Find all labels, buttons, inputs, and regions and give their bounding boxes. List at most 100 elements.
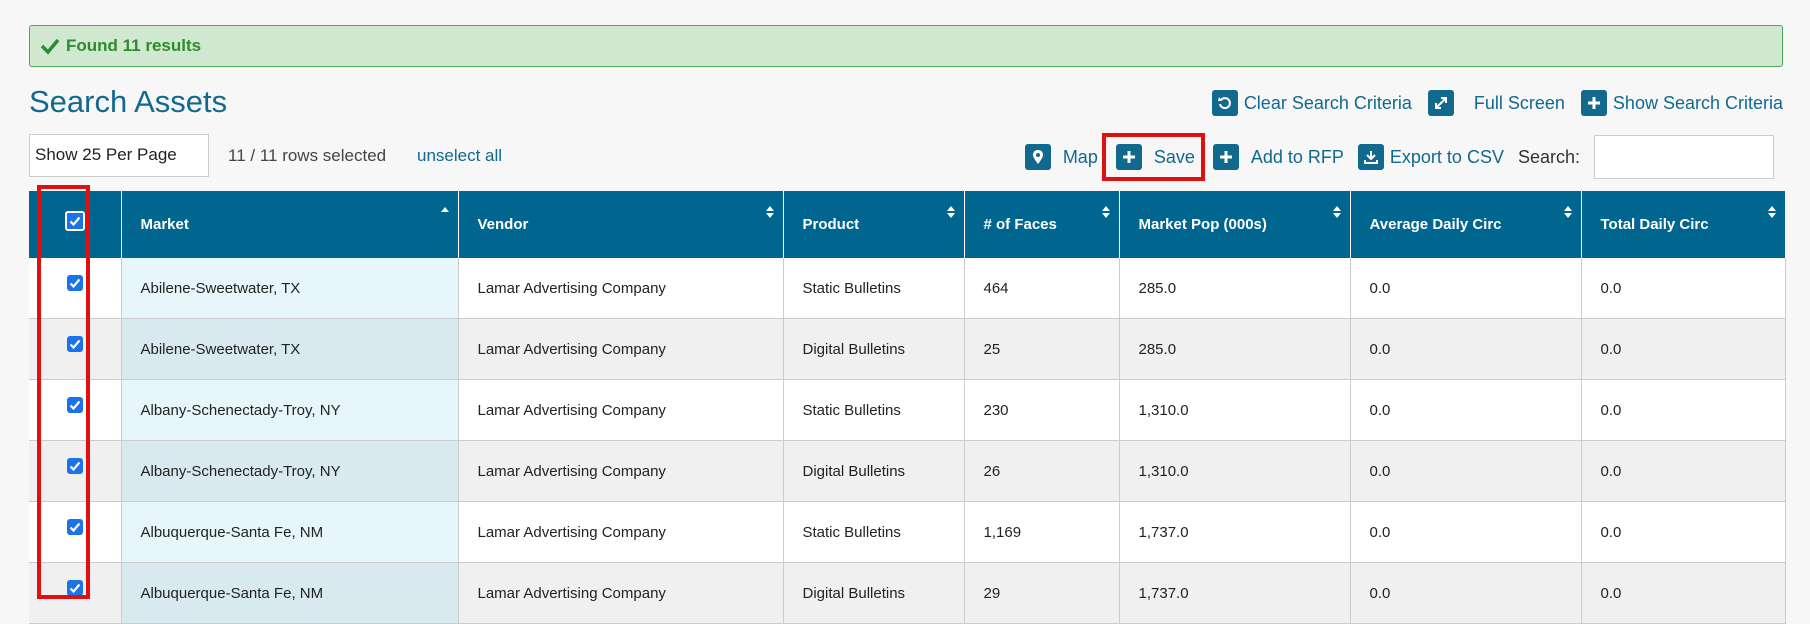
clear-search-criteria-button[interactable]: Clear Search Criteria bbox=[1211, 90, 1412, 116]
market-cell: Albany-Schenectady-Troy, NY bbox=[121, 440, 459, 502]
check-icon bbox=[40, 38, 60, 55]
map-label: Map bbox=[1062, 146, 1098, 167]
market-pop-cell: 1,737.0 bbox=[1119, 562, 1351, 624]
show-criteria-label: Show Search Criteria bbox=[1612, 92, 1783, 113]
avg-daily-circ-cell: 0.0 bbox=[1350, 501, 1582, 563]
alert-message: Found 11 results bbox=[66, 36, 202, 55]
column-header-label: Vendor bbox=[477, 216, 529, 233]
plus-icon bbox=[1115, 144, 1142, 170]
plus-icon bbox=[1580, 90, 1607, 116]
sort-icon bbox=[946, 206, 955, 218]
select-all-checkbox[interactable] bbox=[64, 210, 85, 231]
faces-cell: 29 bbox=[964, 562, 1120, 624]
column-header-label: Market bbox=[140, 216, 189, 233]
column-header-label: Product bbox=[802, 216, 860, 233]
row-select-cell bbox=[29, 501, 122, 563]
avg-daily-circ-cell: 0.0 bbox=[1350, 379, 1582, 441]
vendor-cell: Lamar Advertising Company bbox=[458, 318, 784, 380]
clear-search-label: Clear Search Criteria bbox=[1243, 92, 1412, 113]
table-row[interactable]: Albuquerque-Santa Fe, NM Lamar Advertisi… bbox=[29, 562, 1786, 624]
save-highlight-box bbox=[1101, 133, 1205, 181]
faces-cell: 25 bbox=[964, 318, 1120, 380]
search-input[interactable] bbox=[1594, 135, 1774, 179]
faces-cell: 464 bbox=[964, 258, 1120, 319]
vendor-cell: Lamar Advertising Company bbox=[458, 379, 784, 441]
total-daily-circ-cell: 0.0 bbox=[1581, 501, 1786, 563]
market-pop-cell: 1,310.0 bbox=[1119, 379, 1351, 441]
row-select-cell bbox=[29, 379, 122, 441]
per-page-select[interactable]: Show 25 Per Page bbox=[29, 134, 209, 177]
export-csv-label: Export to CSV bbox=[1389, 146, 1504, 167]
sort-icon bbox=[1332, 206, 1341, 218]
row-checkbox[interactable] bbox=[66, 335, 83, 352]
sort-icon bbox=[765, 206, 774, 218]
row-checkbox[interactable] bbox=[66, 396, 83, 413]
save-label: Save bbox=[1153, 146, 1195, 167]
avg-daily-circ-cell: 0.0 bbox=[1350, 318, 1582, 380]
vendor-cell: Lamar Advertising Company bbox=[458, 562, 784, 624]
map-button[interactable]: Map bbox=[1024, 144, 1098, 170]
table-row[interactable]: Albany-Schenectady-Troy, NY Lamar Advert… bbox=[29, 379, 1786, 441]
market-pop-cell: 285.0 bbox=[1119, 258, 1351, 319]
row-checkbox[interactable] bbox=[66, 457, 83, 474]
full-screen-button[interactable]: Full Screen bbox=[1427, 90, 1565, 116]
market-cell: Abilene-Sweetwater, TX bbox=[121, 258, 459, 319]
avg-daily-circ-cell: 0.0 bbox=[1350, 562, 1582, 624]
market-cell: Albuquerque-Santa Fe, NM bbox=[121, 562, 459, 624]
column-header-faces[interactable]: # of Faces bbox=[964, 191, 1120, 258]
vendor-cell: Lamar Advertising Company bbox=[458, 258, 784, 319]
column-header-avg-daily-circ[interactable]: Average Daily Circ bbox=[1350, 191, 1582, 258]
product-cell: Static Bulletins bbox=[783, 258, 965, 319]
column-header-market[interactable]: Market bbox=[121, 191, 459, 258]
total-daily-circ-cell: 0.0 bbox=[1581, 440, 1786, 502]
table-row[interactable]: Albuquerque-Santa Fe, NM Lamar Advertisi… bbox=[29, 501, 1786, 563]
avg-daily-circ-cell: 0.0 bbox=[1350, 258, 1582, 319]
column-header-market-pop[interactable]: Market Pop (000s) bbox=[1119, 191, 1351, 258]
table-row[interactable]: Albany-Schenectady-Troy, NY Lamar Advert… bbox=[29, 440, 1786, 502]
results-table: Market Vendor Product # of Faces Market … bbox=[29, 191, 1786, 624]
table-row[interactable]: Abilene-Sweetwater, TX Lamar Advertising… bbox=[29, 318, 1786, 380]
expand-icon bbox=[1427, 90, 1454, 116]
total-daily-circ-cell: 0.0 bbox=[1581, 318, 1786, 380]
success-alert: Found 11 results bbox=[29, 25, 1783, 67]
select-all-header bbox=[29, 191, 122, 258]
sort-icon bbox=[1563, 206, 1572, 218]
column-header-label: Total Daily Circ bbox=[1600, 216, 1709, 233]
vendor-cell: Lamar Advertising Company bbox=[458, 501, 784, 563]
total-daily-circ-cell: 0.0 bbox=[1581, 379, 1786, 441]
search-label: Search: bbox=[1517, 146, 1580, 167]
table-row[interactable]: Abilene-Sweetwater, TX Lamar Advertising… bbox=[29, 258, 1786, 319]
export-csv-button[interactable]: Export to CSV bbox=[1357, 144, 1504, 170]
market-cell: Abilene-Sweetwater, TX bbox=[121, 318, 459, 380]
undo-icon bbox=[1211, 90, 1238, 116]
add-to-rfp-label: Add to RFP bbox=[1250, 146, 1344, 167]
save-button[interactable]: Save bbox=[1101, 133, 1205, 181]
column-header-vendor[interactable]: Vendor bbox=[458, 191, 784, 258]
column-header-product[interactable]: Product bbox=[783, 191, 965, 258]
total-daily-circ-cell: 0.0 bbox=[1581, 562, 1786, 624]
sort-icon bbox=[1101, 206, 1110, 218]
product-cell: Static Bulletins bbox=[783, 501, 965, 563]
add-to-rfp-button[interactable]: Add to RFP bbox=[1212, 144, 1344, 170]
avg-daily-circ-cell: 0.0 bbox=[1350, 440, 1582, 502]
market-cell: Albany-Schenectady-Troy, NY bbox=[121, 379, 459, 441]
row-checkbox[interactable] bbox=[66, 579, 83, 596]
column-header-total-daily-circ[interactable]: Total Daily Circ bbox=[1581, 191, 1786, 258]
show-search-criteria-button[interactable]: Show Search Criteria bbox=[1580, 90, 1783, 116]
row-select-cell bbox=[29, 562, 122, 624]
map-pin-icon bbox=[1024, 144, 1051, 170]
row-checkbox[interactable] bbox=[66, 518, 83, 535]
row-select-cell bbox=[29, 318, 122, 380]
plus-icon bbox=[1212, 144, 1239, 170]
column-header-label: Market Pop (000s) bbox=[1138, 216, 1267, 233]
row-select-cell bbox=[29, 440, 122, 502]
unselect-all-link[interactable]: unselect all bbox=[417, 146, 503, 165]
market-pop-cell: 285.0 bbox=[1119, 318, 1351, 380]
product-cell: Static Bulletins bbox=[783, 379, 965, 441]
row-select-cell bbox=[29, 258, 122, 319]
page-title: Search Assets bbox=[29, 84, 228, 119]
sort-asc-icon bbox=[440, 207, 449, 212]
row-checkbox[interactable] bbox=[66, 274, 83, 291]
product-cell: Digital Bulletins bbox=[783, 562, 965, 624]
vendor-cell: Lamar Advertising Company bbox=[458, 440, 784, 502]
